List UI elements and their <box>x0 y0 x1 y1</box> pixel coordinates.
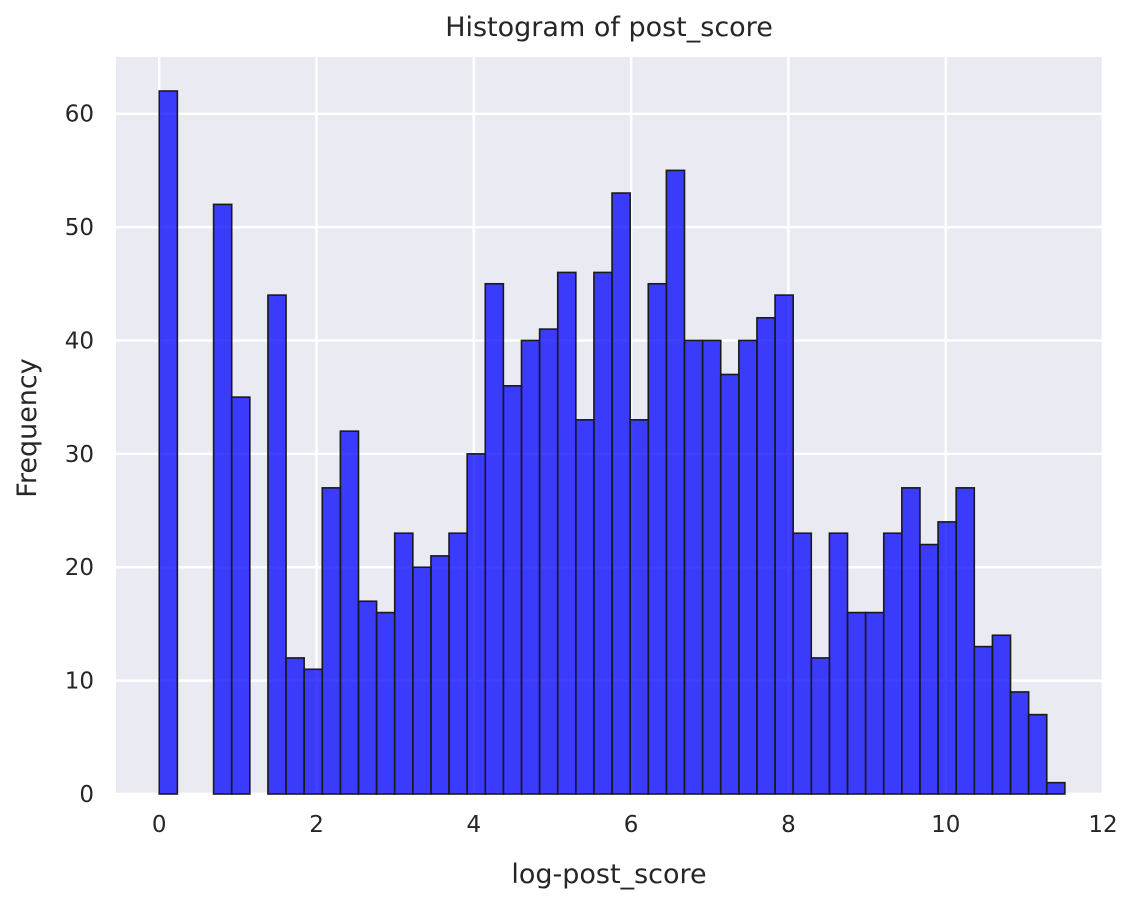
histogram-bar <box>303 668 324 795</box>
x-axis-title: log-post_score <box>511 859 706 890</box>
x-tick-label: 10 <box>931 812 960 838</box>
histogram-bar <box>719 373 740 795</box>
histogram-bar <box>1009 691 1030 795</box>
x-tick-label: 2 <box>309 812 324 838</box>
histogram-bars <box>158 90 1066 795</box>
x-tick-label: 8 <box>781 812 796 838</box>
y-tick-label: 40 <box>65 328 94 354</box>
x-tick-label: 4 <box>467 812 482 838</box>
histogram-bar <box>575 419 595 795</box>
histogram-bar <box>230 396 251 795</box>
histogram-bar <box>864 611 885 795</box>
histogram-bar <box>339 430 360 795</box>
histogram-bar <box>901 487 921 795</box>
histogram-bar <box>412 566 432 795</box>
y-tick-label: 60 <box>65 102 94 128</box>
histogram-bar <box>665 169 686 795</box>
histogram-bar <box>538 328 559 795</box>
histogram-bar <box>810 657 831 795</box>
histogram-bar <box>611 192 631 795</box>
histogram-bar <box>466 453 487 795</box>
histogram-bar <box>846 611 867 795</box>
histogram-bar <box>285 657 305 795</box>
x-tick-label: 12 <box>1088 812 1117 838</box>
histogram-bar <box>212 203 233 795</box>
histogram-bar <box>792 532 813 795</box>
histogram-bar <box>738 339 758 795</box>
histogram-bar <box>919 543 939 795</box>
histogram-bar <box>683 339 704 795</box>
y-axis-title: Frequency <box>12 358 43 498</box>
x-tick-label: 6 <box>624 812 639 838</box>
histogram-bar <box>828 532 849 795</box>
histogram-bar <box>774 294 794 795</box>
chart-title: Histogram of post_score <box>445 12 773 43</box>
histogram-bar <box>991 634 1012 795</box>
y-tick-labels: 0 10 20 30 40 50 60 <box>65 102 94 808</box>
histogram-bar <box>448 532 468 795</box>
y-tick-label: 20 <box>65 555 94 581</box>
histogram-bar <box>430 555 450 795</box>
histogram-bar <box>158 90 179 795</box>
histogram-bar <box>321 487 342 795</box>
histogram-bar <box>484 282 505 795</box>
histogram-bar <box>502 385 523 795</box>
histogram-bar <box>937 521 957 795</box>
x-tick-labels: 0 2 4 6 8 10 12 <box>152 812 1118 838</box>
histogram-bar <box>647 282 668 795</box>
x-tick-label: 0 <box>152 812 167 838</box>
histogram-bar <box>556 271 577 795</box>
histogram-bar <box>882 532 903 795</box>
histogram-bar <box>357 600 378 795</box>
histogram-bar <box>393 532 414 795</box>
y-tick-label: 50 <box>65 215 94 241</box>
histogram-bar <box>375 611 396 795</box>
histogram-bar <box>629 419 650 795</box>
histogram-bar <box>955 487 976 795</box>
histogram-bar <box>756 316 776 795</box>
histogram-bar <box>701 339 722 795</box>
y-tick-label: 10 <box>65 669 94 695</box>
histogram-bar <box>267 294 287 795</box>
histogram-bar <box>593 271 613 795</box>
y-tick-label: 0 <box>79 782 94 808</box>
histogram-bar <box>1045 781 1066 795</box>
y-tick-label: 30 <box>65 442 94 468</box>
histogram-bar <box>973 645 994 795</box>
histogram-bar <box>1027 713 1048 795</box>
histogram-bar <box>520 339 541 795</box>
